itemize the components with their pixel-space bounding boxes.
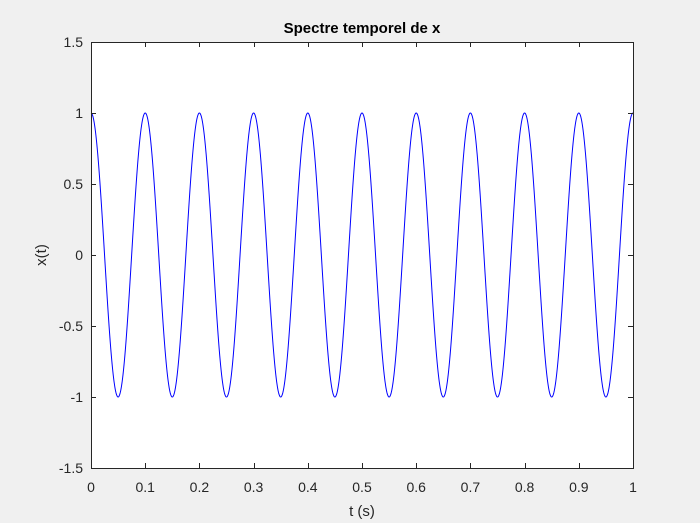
y-tick-label: -1 xyxy=(71,389,84,405)
x-tick-label: 0.9 xyxy=(569,479,589,495)
x-tick-label: 0 xyxy=(87,479,95,495)
y-tick-label: -1.5 xyxy=(59,460,83,476)
x-axis-label: t (s) xyxy=(349,503,375,520)
x-tick-label: 0.3 xyxy=(244,479,264,495)
y-tick-label: 0 xyxy=(75,247,83,263)
x-tick-label: 0.4 xyxy=(298,479,318,495)
x-tick-label: 0.2 xyxy=(190,479,210,495)
x-tick-label: 0.8 xyxy=(515,479,535,495)
chart-title: Spectre temporel de x xyxy=(284,20,441,37)
y-axis-ticks: -1.5 -1 -0.5 0 0.5 1 1.5 xyxy=(59,34,633,476)
x-tick-label: 1 xyxy=(629,479,637,495)
x-tick-label: 0.6 xyxy=(406,479,426,495)
y-axis-label: x(t) xyxy=(33,244,50,266)
y-tick-label: -0.5 xyxy=(59,318,83,334)
y-tick-label: 1.5 xyxy=(64,34,84,50)
x-axis-ticks: 0 0.1 0.2 0.3 0.4 0.5 0.6 0.7 0.8 0.9 1 xyxy=(87,42,637,495)
x-tick-label: 0.1 xyxy=(135,479,155,495)
y-tick-label: 0.5 xyxy=(64,176,84,192)
x-tick-label: 0.5 xyxy=(352,479,372,495)
series-group xyxy=(90,112,634,398)
x-tick-label: 0.7 xyxy=(461,479,481,495)
series-line-0 xyxy=(90,112,634,398)
y-tick-label: 1 xyxy=(75,105,83,121)
axes-background xyxy=(91,42,633,468)
